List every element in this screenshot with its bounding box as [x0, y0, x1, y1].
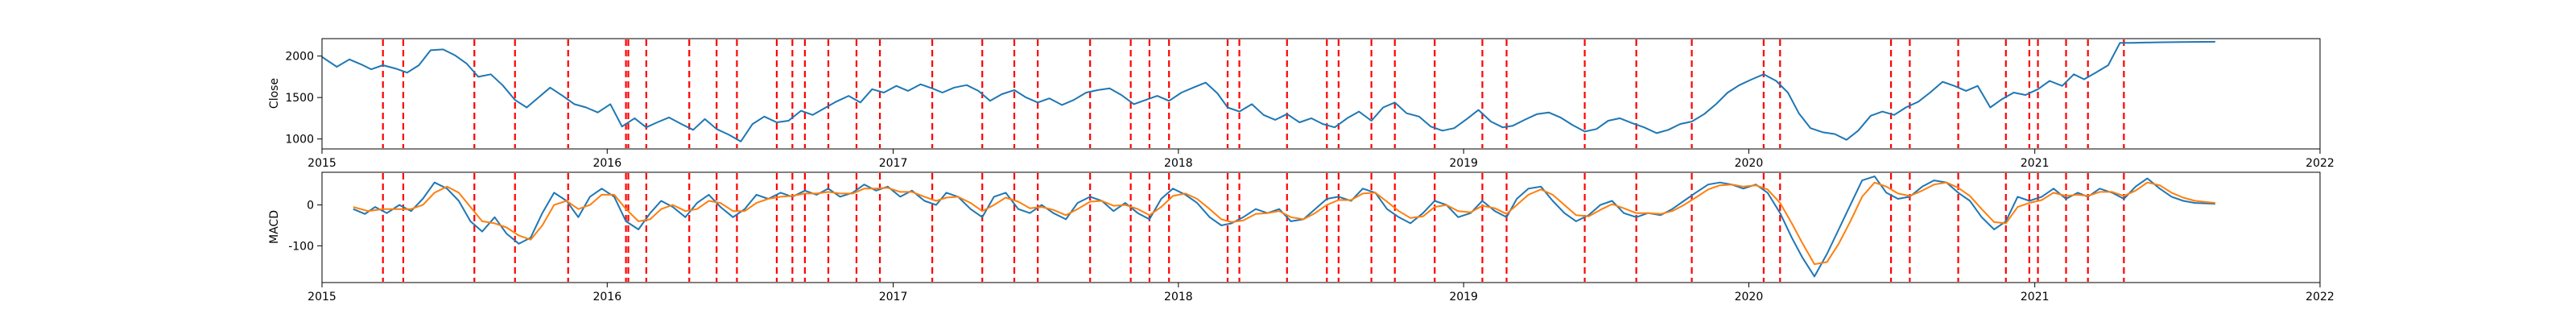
- close-price-panel: 1000 1500 2000 2015 2016 2017 2018 2019 2020 202…: [268, 38, 2334, 170]
- close-x-tick-label: 2017: [879, 157, 908, 170]
- close-series-line-1: [321, 40, 2215, 142]
- macd-x-tick-label: 2018: [1164, 291, 1193, 303]
- close-x-tick-label: 2022: [2306, 157, 2334, 170]
- macd-series-line-1: [353, 175, 2215, 278]
- close-axes-frame: [321, 38, 2321, 150]
- macd-y-axis-title: MACD: [268, 210, 281, 244]
- macd-panel: -100 0 2015 2016 2017 2018 2019 2020 2021 2022 M…: [268, 171, 2334, 303]
- macd-x-tick-label: 2016: [592, 291, 621, 303]
- macd-axes-frame: [321, 171, 2321, 283]
- close-y-ticks: 1000 1500 2000: [285, 51, 322, 147]
- close-y-tick-label: 1000: [285, 134, 314, 147]
- macd-y-ticks: -100 0: [288, 200, 322, 253]
- close-x-ticks: 2015 2016 2017 2018 2019 2020 2021 2022: [308, 149, 2334, 170]
- close-series: [321, 40, 2215, 142]
- close-x-tick-label: 2018: [1164, 157, 1193, 170]
- close-y-axis-title: Close: [268, 78, 281, 109]
- close-x-tick-label: 2019: [1449, 157, 1478, 170]
- macd-x-tick-label: 2015: [308, 291, 336, 303]
- macd-y-tick-label: -100: [288, 240, 314, 253]
- close-x-tick-label: 2016: [592, 157, 621, 170]
- close-event-lines: [382, 39, 2125, 148]
- macd-x-tick-label: 2017: [879, 291, 908, 303]
- close-x-tick-label: 2015: [308, 157, 336, 170]
- macd-x-tick-label: 2019: [1449, 291, 1478, 303]
- close-y-tick-label: 2000: [285, 51, 314, 64]
- macd-x-tick-label: 2021: [2021, 291, 2050, 303]
- macd-y-tick-label: 0: [307, 200, 314, 213]
- macd-x-tick-label: 2020: [1735, 291, 1764, 303]
- macd-series: [353, 175, 2216, 278]
- macd-x-ticks: 2015 2016 2017 2018 2019 2020 2021 2022: [308, 283, 2334, 303]
- close-y-tick-label: 1500: [285, 92, 314, 105]
- macd-x-tick-label: 2022: [2306, 291, 2334, 303]
- close-x-tick-label: 2020: [1735, 157, 1764, 170]
- close-x-tick-label: 2021: [2021, 157, 2050, 170]
- macd-event-lines: [382, 173, 2125, 282]
- macd-series-line-2: [353, 181, 2216, 266]
